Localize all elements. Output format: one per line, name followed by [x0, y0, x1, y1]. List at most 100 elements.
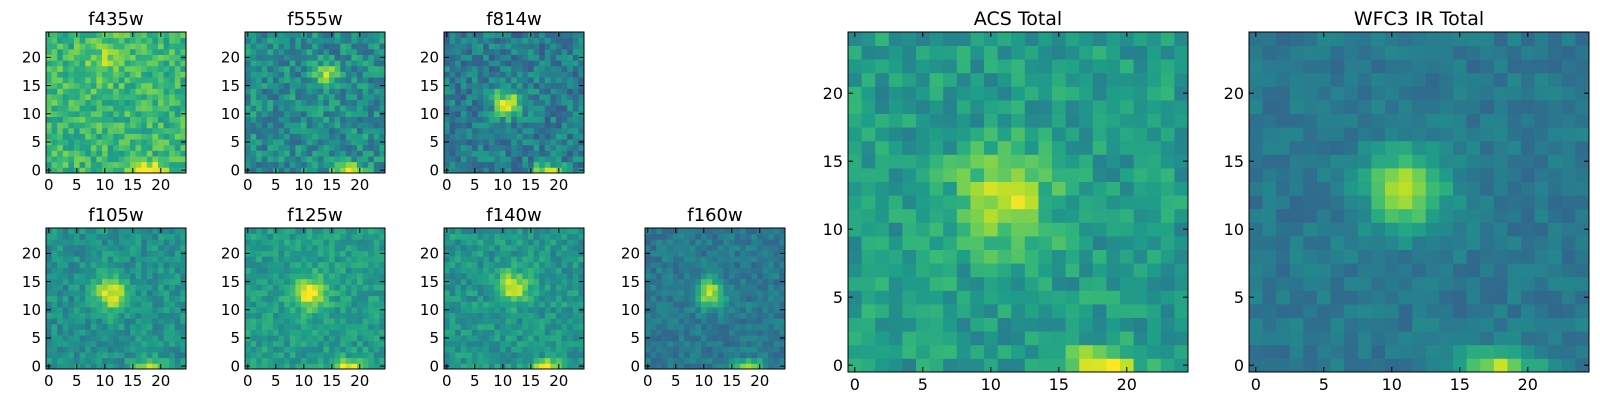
heatmap-cell [124, 122, 131, 129]
heatmap-cell [539, 116, 546, 123]
heatmap-cells [848, 32, 1189, 373]
heatmap-cell [245, 65, 251, 72]
heatmap-cell [312, 273, 319, 280]
panel-title: f555w [287, 9, 342, 30]
heatmap-cell [323, 122, 330, 129]
heatmap-cell [533, 116, 540, 123]
heatmap-cell [163, 306, 170, 313]
heatmap-cell [533, 340, 540, 347]
heatmap-cell [511, 133, 518, 140]
heatmap-cell [68, 144, 75, 151]
heatmap-cell [768, 301, 775, 308]
heatmap-cell [516, 133, 523, 140]
heatmap-cell [118, 267, 125, 274]
heatmap-cell [51, 54, 58, 61]
heatmap-cell [74, 244, 80, 251]
heatmap-cell [74, 43, 80, 50]
heatmap-cell [261, 346, 268, 353]
heatmap-cell [444, 244, 450, 251]
heatmap-cell [317, 357, 324, 364]
heatmap-cell [1092, 290, 1107, 305]
heatmap-cell [488, 352, 495, 359]
heatmap-cell [146, 77, 153, 84]
heatmap-cell [141, 295, 148, 302]
heatmap-cell [567, 340, 574, 347]
heatmap-cell [278, 228, 285, 235]
heatmap-cell [284, 32, 291, 39]
heatmap-cell [174, 228, 181, 235]
heatmap-cell [1092, 168, 1107, 182]
heatmap-cell [533, 161, 540, 168]
heatmap-cell [373, 329, 380, 336]
heatmap-cell [773, 340, 780, 347]
heatmap-cell [1160, 344, 1175, 359]
heatmap-cell [96, 122, 103, 129]
heatmap-cell [522, 267, 529, 274]
heatmap-cell [723, 267, 730, 274]
heatmap-cell [301, 60, 307, 67]
heatmap-cell [455, 340, 462, 347]
heatmap-cell [539, 346, 546, 353]
heatmap-cell [861, 276, 876, 291]
heatmap-cell [180, 105, 187, 112]
heatmap-cell [1065, 249, 1080, 264]
heatmap-cell [373, 161, 380, 168]
heatmap-cell [250, 116, 257, 123]
heatmap-cell [916, 208, 930, 223]
heatmap-cell [516, 323, 523, 330]
heatmap-cell [278, 37, 285, 44]
heatmap-cell [773, 346, 780, 353]
heatmap-cell [152, 352, 159, 359]
heatmap-cell [684, 323, 691, 330]
heatmap-cell [368, 82, 375, 89]
heatmap-cell [494, 228, 501, 235]
heatmap-cell [706, 306, 713, 313]
heatmap-cell [373, 335, 380, 342]
heatmap-cell [472, 267, 478, 274]
heatmap-cell [1106, 222, 1121, 237]
heatmap-cell [301, 312, 307, 319]
heatmap-cell [522, 239, 529, 246]
heatmap-cell [567, 116, 574, 123]
heatmap-cell [673, 233, 679, 240]
heatmap-cell [141, 340, 148, 347]
heatmap-cell [1024, 358, 1039, 373]
heatmap-cell [511, 82, 518, 89]
heatmap-cell [706, 244, 713, 251]
heatmap-cell [180, 284, 187, 291]
heatmap-cell [362, 161, 369, 168]
heatmap-cell [174, 306, 181, 313]
heatmap-cell [550, 284, 557, 291]
heatmap-cell [96, 250, 103, 257]
heatmap-cell [556, 105, 562, 112]
heatmap-cell [455, 301, 462, 308]
heatmap-cell [256, 139, 263, 146]
heatmap-cell [1106, 208, 1121, 223]
heatmap-cell [312, 167, 319, 174]
heatmap-cell [345, 71, 352, 78]
heatmap-cell [494, 156, 501, 163]
heatmap-cell [295, 133, 302, 140]
heatmap-cell [90, 167, 97, 174]
heatmap-cell [124, 54, 131, 61]
heatmap-cell [477, 329, 484, 336]
heatmap-cell [689, 284, 696, 291]
heatmap-cell [533, 261, 540, 268]
heatmap-cell [505, 32, 512, 39]
heatmap-cell [757, 267, 763, 274]
heatmap-cell [323, 127, 330, 134]
heatmap-cell [544, 261, 551, 268]
heatmap-cell [118, 329, 125, 336]
heatmap-cell [267, 161, 274, 168]
heatmap-cell [306, 156, 313, 163]
heatmap-cell [362, 335, 369, 342]
heatmap-cell [449, 77, 456, 84]
heatmap-cell [312, 239, 319, 246]
heatmap-cell [51, 244, 58, 251]
heatmap-cell [163, 144, 170, 151]
heatmap-cell [656, 233, 663, 240]
heatmap-cell [158, 94, 164, 101]
heatmap-cell [267, 318, 274, 325]
heatmap-cell [284, 167, 291, 174]
heatmap-cell [284, 335, 291, 342]
